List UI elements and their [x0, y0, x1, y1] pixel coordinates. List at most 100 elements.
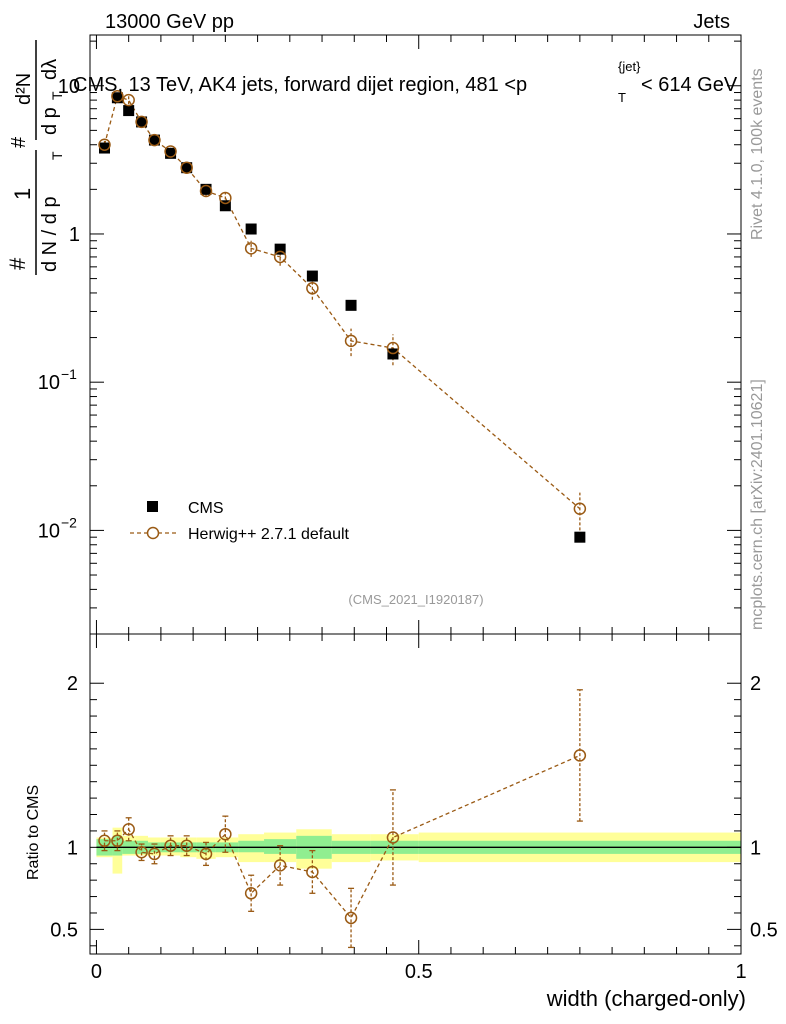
ratio-point	[98, 834, 111, 848]
mc-point	[386, 341, 400, 355]
ratio-ticks: 0.5 0.51 12 20 0.5 1	[50, 673, 778, 983]
main-title: CMS, 13 TeV, AK4 jets, forward dijet reg…	[73, 59, 738, 105]
ylabel-num-2: d²N	[13, 73, 35, 105]
cms-point	[574, 531, 586, 543]
mc-point	[573, 502, 587, 515]
mcplots-label: mcplots.cern.ch [arXiv:2401.10621]	[749, 379, 766, 630]
ratio-point	[219, 827, 232, 841]
ratio-points	[98, 689, 587, 949]
cms-point	[306, 270, 318, 282]
ratio-point	[180, 839, 193, 852]
ratio-frame	[89, 633, 742, 955]
header-right: Jets	[693, 11, 730, 33]
mc-point	[111, 89, 124, 103]
ratio-bands	[96, 827, 741, 874]
mc-point	[219, 191, 232, 205]
ratio-point	[386, 831, 400, 844]
cms-point	[136, 116, 148, 128]
ratio-point	[573, 749, 587, 762]
ratio-point	[199, 847, 213, 861]
cms-point	[99, 142, 111, 154]
main-panel: 10−210−1110102	[38, 34, 742, 954]
legend-marker-mc	[146, 526, 160, 540]
cms-point	[148, 134, 160, 146]
ratio-ytick-label-right: 1	[750, 837, 761, 859]
main-ytick-label: 10	[38, 372, 60, 394]
ratio-point	[122, 823, 135, 836]
stat-band	[238, 840, 265, 853]
title-main: CMS, 13 TeV, AK4 jets, forward dijet reg…	[73, 74, 527, 96]
ratio-point	[306, 865, 319, 879]
xlabel: width (charged-only)	[546, 986, 746, 1011]
main-points	[98, 89, 587, 543]
ratio-ytick-label: 2	[67, 673, 78, 695]
main-frame	[89, 34, 742, 635]
analysis-tag: (CMS_2021_I1920187)	[348, 592, 483, 607]
legend-label-cms: CMS	[188, 500, 224, 517]
cms-point	[165, 147, 177, 159]
ratio-point	[273, 859, 287, 872]
main-ytick-exp: −1	[61, 366, 77, 382]
mc-point	[180, 161, 193, 174]
mc-point	[164, 145, 177, 158]
title-end: < 614 GeV	[641, 74, 738, 96]
mc-point	[344, 334, 358, 348]
ratio-panel: 0.5 0.51 12 20 0.5 1	[50, 633, 778, 983]
ratio-ytick-label: 0.5	[50, 919, 78, 941]
ylabel-num-1: 1	[10, 188, 35, 200]
main-ytick-label: 10	[58, 76, 80, 98]
ratio-point	[344, 911, 358, 925]
ratio-point	[135, 846, 148, 859]
mc-point	[122, 93, 135, 107]
mc-point	[199, 184, 213, 198]
ylabel-hash: #	[5, 257, 30, 270]
cms-point	[274, 243, 286, 255]
rivet-label: Rivet 4.1.0, 100k events	[749, 68, 766, 240]
mc-point	[244, 242, 258, 255]
ylabel-sub-2: T	[49, 91, 65, 100]
ratio-ytick-label-right: 0.5	[750, 919, 778, 941]
ylabel-den-2: d p	[39, 107, 61, 135]
cms-point	[219, 200, 231, 212]
ratio-ytick-label: 1	[67, 837, 78, 859]
ratio-point	[111, 834, 124, 848]
ratio-ytick-label-right: 2	[750, 673, 761, 695]
legend-label-mc: Herwig++ 2.7.1 default	[188, 526, 350, 543]
cms-point	[345, 299, 357, 311]
main-ytick-exp: −2	[61, 514, 77, 530]
mc-point	[98, 138, 111, 151]
stat-band	[264, 839, 297, 854]
main-ticks: 10−210−1110102	[38, 35, 742, 954]
ratio-mc-line	[104, 754, 581, 920]
mc-point	[306, 282, 319, 295]
ylabel-sub-1: T	[49, 151, 65, 160]
ratio-point	[244, 887, 258, 900]
ylabel-den-1: d N / d p	[39, 196, 61, 272]
title-sub: T	[618, 90, 626, 105]
ratio-series-line	[104, 754, 581, 920]
legend: CMS Herwig++ 2.7.1 default	[130, 500, 350, 543]
cms-point	[123, 105, 135, 117]
ratio-ylabel: Ratio to CMS	[25, 785, 42, 880]
main-ytick-label: 10	[38, 520, 60, 542]
legend-marker-cms	[147, 501, 158, 512]
cms-point	[245, 223, 257, 235]
main-ytick-label: 1	[69, 224, 80, 246]
header-left: 13000 GeV pp	[105, 11, 234, 33]
xtick-label: 1	[735, 961, 746, 983]
xtick-label: 0	[91, 961, 102, 983]
mc-point	[135, 115, 148, 129]
ratio-point	[148, 847, 161, 861]
cms-point	[181, 162, 193, 174]
mc-point	[148, 133, 161, 147]
title-sup: {jet}	[618, 59, 641, 74]
ylabel-mult: #	[8, 136, 30, 148]
cms-point	[111, 92, 123, 104]
ylabel-den-2b: dλ	[39, 59, 61, 80]
xtick-label: 0.5	[405, 961, 433, 983]
mc-point	[273, 250, 287, 264]
main-ylabel: # 1 d N / d p T # d²N d p T dλ	[5, 40, 65, 275]
ratio-point	[164, 839, 177, 852]
cms-point	[200, 183, 212, 195]
